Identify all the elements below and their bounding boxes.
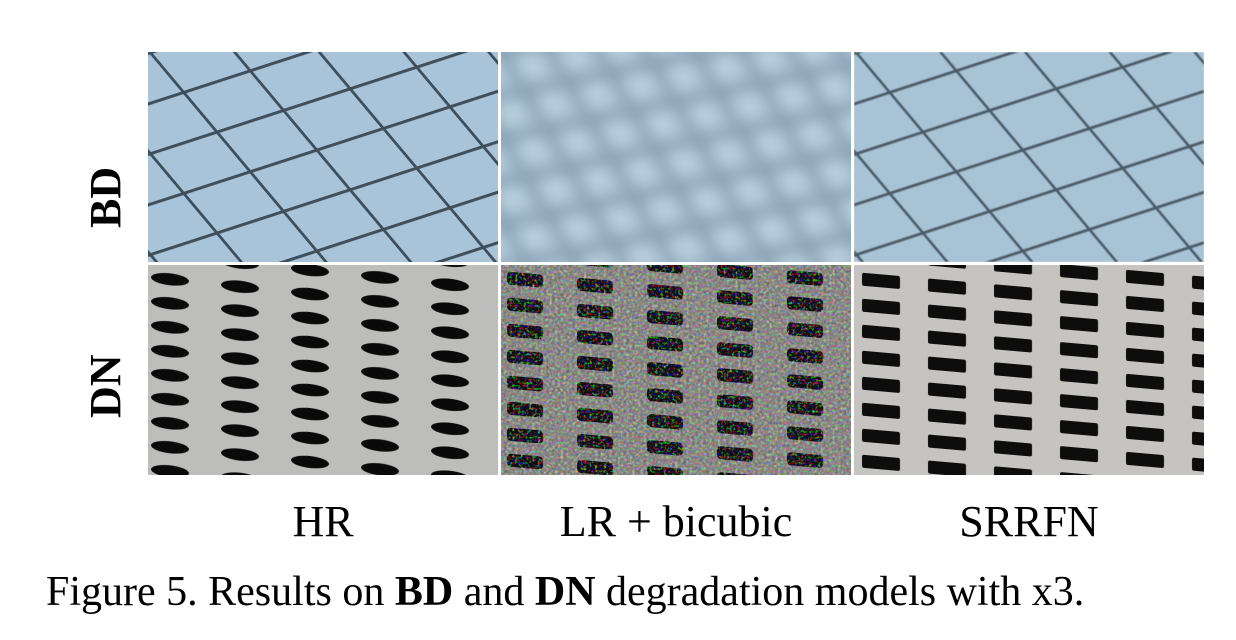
panel-bd-srrfn: [854, 52, 1204, 262]
grid-image-restored: [854, 52, 1204, 262]
panel-dn-lr-bicubic: [501, 265, 851, 475]
row-label-dn: DN: [81, 354, 130, 418]
grid-image-blurred: [501, 52, 851, 262]
caption-mid: and: [453, 569, 535, 615]
column-label-srrfn: SRRFN: [959, 497, 1099, 546]
panel-dn-hr: [148, 265, 498, 475]
grid-image-sharp: [148, 52, 498, 262]
panel-bd-lr-bicubic: [501, 52, 851, 262]
caption-prefix: Figure 5. Results on: [46, 569, 395, 615]
row-label-bd: BD: [81, 166, 130, 228]
caption-bold-dn: DN: [534, 569, 596, 615]
caption-bold-bd: BD: [394, 569, 454, 615]
figure-caption: Figure 5. Results on BD and DN degradati…: [46, 568, 1084, 616]
panel-bd-hr: [148, 52, 498, 262]
caption-suffix: degradation models with x3.: [595, 569, 1085, 615]
panel-dn-srrfn: [854, 265, 1204, 475]
column-label-lr-bicubic: LR + bicubic: [559, 497, 793, 546]
holes-image-sharp: [148, 265, 498, 475]
holes-image-restored: [854, 265, 1204, 475]
holes-image-noisy: [501, 265, 851, 475]
column-label-hr: HR: [292, 497, 354, 546]
